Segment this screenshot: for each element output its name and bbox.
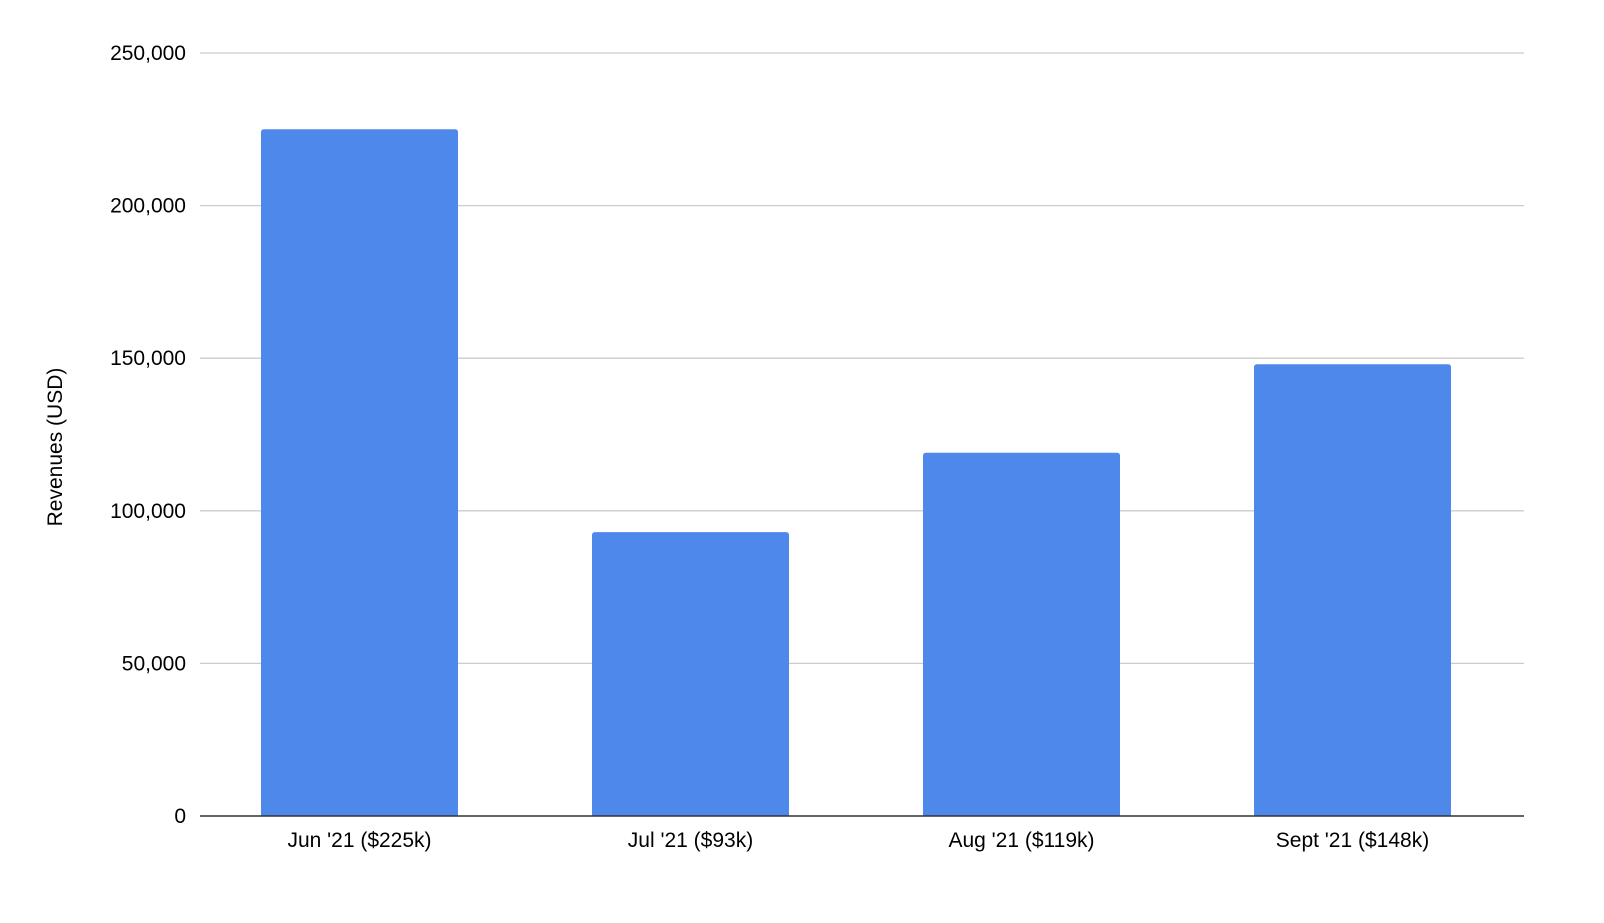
y-tick-label: 0 [174, 805, 186, 828]
y-tick-label: 50,000 [122, 652, 186, 675]
y-tick-label: 250,000 [110, 42, 186, 65]
bar [592, 532, 789, 816]
y-tick-label: 200,000 [110, 195, 186, 218]
x-tick-label: Jul '21 ($93k) [628, 829, 753, 852]
y-tick-label: 150,000 [110, 347, 186, 370]
x-tick-labels: Jun '21 ($225k) Jul '21 ($93k) Aug '21 ($1… [287, 829, 1429, 852]
bar [1254, 364, 1451, 816]
x-tick-label: Sept '21 ($148k) [1276, 829, 1429, 852]
bars [261, 129, 1451, 817]
bar [261, 129, 458, 817]
y-tick-labels: 0 50,000 100,000 150,000 200,000 250,000 [110, 42, 186, 828]
x-tick-label: Aug '21 ($119k) [948, 829, 1094, 852]
y-axis-title: Revenues (USD) [44, 368, 67, 527]
x-tick-label: Jun '21 ($225k) [287, 829, 431, 852]
bar [923, 452, 1120, 816]
y-tick-label: 100,000 [110, 500, 186, 523]
